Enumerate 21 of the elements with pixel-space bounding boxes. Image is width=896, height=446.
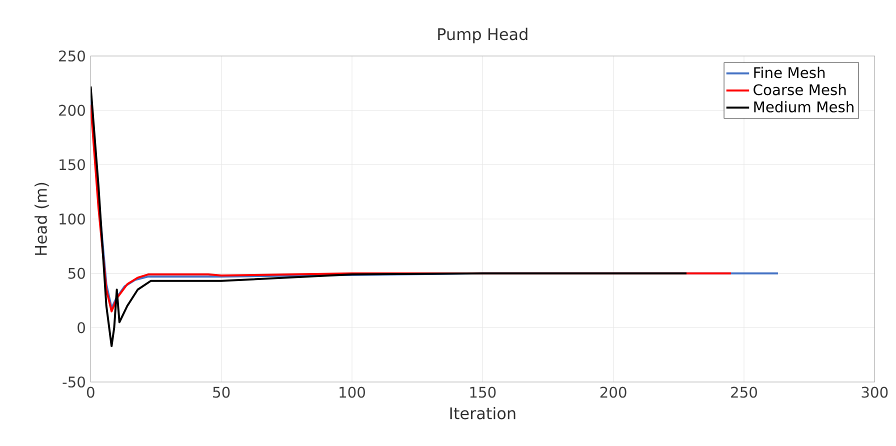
y-tick-label: 200	[59, 104, 85, 116]
x-tick-label: 0	[86, 386, 94, 398]
y-tick-label: -50	[62, 376, 85, 388]
y-axis-title: Head (m)	[34, 182, 49, 255]
y-tick-label: 250	[59, 50, 85, 62]
line-series	[90, 85, 688, 348]
x-tick-label: 50	[213, 386, 230, 398]
y-tick-label: 50	[68, 268, 85, 279]
legend-label: Fine Mesh	[754, 66, 825, 78]
y-tick-label: 100	[60, 213, 85, 225]
x-tick-label: 100	[340, 386, 366, 398]
legend-label: Coarse Mesh	[754, 84, 846, 96]
x-tick-label: 300	[862, 386, 888, 398]
chart-title: Pump Head	[438, 28, 528, 44]
y-tick-label: 150	[60, 159, 85, 170]
legend-label: Medium Mesh	[754, 101, 854, 112]
x-axis-title: Iteration	[450, 406, 516, 420]
x-tick-label: 150	[470, 386, 496, 398]
x-tick-label: 250	[731, 386, 757, 398]
y-tick-label: 0	[78, 322, 85, 334]
x-tick-label: 200	[600, 386, 626, 398]
